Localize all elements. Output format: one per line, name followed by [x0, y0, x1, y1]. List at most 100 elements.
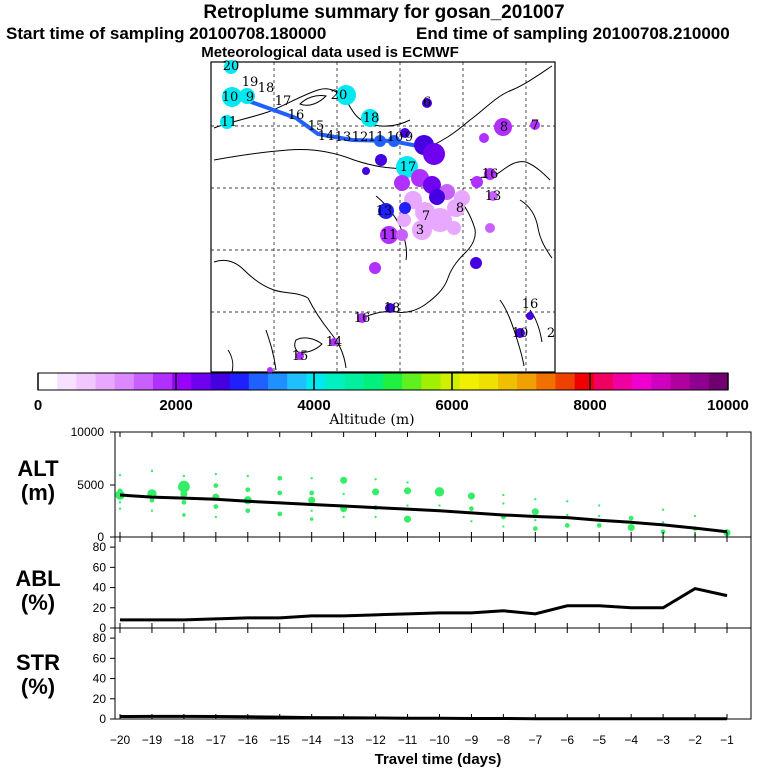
alt-cluster-dot: [178, 480, 190, 493]
alt-cluster-dot: [374, 478, 377, 481]
plume-dot: [396, 156, 418, 178]
plume-dot: [399, 202, 411, 214]
x-tick-label: −6: [560, 733, 574, 747]
colorbar-cell: [536, 373, 556, 390]
x-tick-label: −15: [270, 733, 291, 747]
plume-dot: [357, 313, 367, 323]
plume-dot: [470, 257, 482, 269]
alt-cluster-dot: [406, 504, 409, 507]
map-day-label: 9: [405, 130, 413, 145]
colorbar-cell: [517, 373, 537, 390]
plume-dot: [336, 85, 356, 105]
plume-dot: [362, 167, 370, 175]
alt-cluster-dot: [180, 490, 188, 498]
colorbar-cell: [76, 373, 96, 390]
colorbar-cell: [440, 373, 461, 390]
colorbar-cell: [478, 373, 499, 390]
colorbar-cell: [363, 373, 384, 390]
colorbar-cell: [632, 373, 652, 390]
alt-cluster-dot: [245, 487, 251, 493]
str-panel-frame: [114, 627, 752, 720]
abl-ytick: 60: [93, 560, 107, 574]
colorbar-cell: [344, 373, 365, 390]
alt-cluster-dot: [340, 476, 348, 484]
alt-cluster-dot: [118, 473, 122, 477]
colorbar-cell: [593, 373, 614, 390]
map-day-label: 13: [485, 189, 502, 204]
map-day-label: 16: [482, 167, 499, 182]
alt-cluster-dot: [534, 498, 537, 501]
colorbar-cell: [133, 373, 154, 390]
colorbar-cell: [555, 373, 576, 390]
plume-dot: [380, 226, 398, 244]
map-day-label: 11: [221, 115, 238, 130]
alt-ytick: 5000: [77, 478, 104, 492]
x-tick-label: −3: [656, 733, 670, 747]
plume-dot: [471, 176, 483, 188]
x-tick-label: −14: [302, 733, 323, 747]
colorbar-tick-label: 6000: [435, 397, 468, 414]
alt-cluster-dot: [214, 472, 218, 476]
map-day-label: 15: [292, 349, 309, 364]
plume-dot: [400, 128, 410, 138]
x-tick-label: −4: [624, 733, 638, 747]
sampling-start-time: Start time of sampling 20100708.180000: [6, 24, 327, 43]
str-ytick: 80: [93, 631, 107, 645]
colorbar-cell: [498, 373, 518, 390]
colorbar-tick-label: 4000: [297, 397, 330, 414]
abl-ytick: 20: [93, 601, 107, 615]
altitude-colorbar: 0 2000 4000 6000 8000 10000 Altitude (m): [34, 372, 749, 428]
alt-cluster-dot: [342, 515, 345, 519]
plume-dot: [412, 220, 432, 240]
plume-dot: [361, 109, 379, 127]
colorbar-cell: [689, 373, 710, 390]
x-tick-label: −1: [720, 733, 734, 747]
alt-cluster-dot: [534, 519, 537, 522]
map-day-label: 7: [531, 118, 539, 133]
plume-dot: [428, 208, 452, 232]
colorbar-cell: [670, 373, 691, 390]
alt-cluster-dot: [308, 496, 316, 504]
plume-dot: [296, 352, 304, 360]
x-tick-label: −18: [174, 733, 195, 747]
alt-cluster-dot: [214, 515, 218, 519]
map-day-label: 16: [522, 297, 539, 312]
map-day-label: 14: [318, 129, 335, 144]
map-day-label: 16: [288, 108, 305, 123]
colorbar-cell: [248, 373, 269, 390]
x-tick-label: −8: [497, 733, 511, 747]
str-line: [119, 714, 727, 721]
plume-dot: [224, 60, 238, 74]
map-day-label: 16: [354, 311, 371, 326]
map-day-label: 11: [381, 228, 398, 243]
plume-dot: [267, 367, 273, 373]
colorbar-label: Altitude (m): [328, 412, 414, 428]
str-ytick: 60: [93, 651, 107, 665]
alt-cluster-dot: [118, 501, 122, 504]
colorbar-cell: [229, 373, 250, 390]
str-axis-label: STR: [16, 650, 60, 675]
alt-cluster-dot: [182, 474, 186, 478]
map-day-label: 2: [547, 326, 555, 341]
abl-line: [120, 586, 728, 622]
alt-cluster-dot: [310, 509, 313, 512]
alt-axis-label: ALT: [17, 456, 59, 481]
plume-dot: [447, 221, 461, 235]
x-tick-label: −7: [528, 733, 542, 747]
alt-cluster-dot: [566, 513, 569, 517]
x-tick-label: −9: [465, 733, 479, 747]
map-day-label: 18: [363, 111, 380, 126]
colorbar-cell: [172, 373, 192, 390]
alt-cluster-dot: [532, 526, 538, 531]
plume-dot: [484, 168, 496, 180]
alt-cluster-dot: [502, 502, 505, 505]
x-tick-label: −11: [398, 733, 418, 747]
plume-dot: [429, 189, 445, 205]
colorbar-cell: [574, 373, 595, 390]
alt-cluster-dot: [372, 488, 380, 496]
alt-cluster-dot: [598, 514, 601, 518]
colorbar-tick-label: 10000: [707, 397, 749, 414]
